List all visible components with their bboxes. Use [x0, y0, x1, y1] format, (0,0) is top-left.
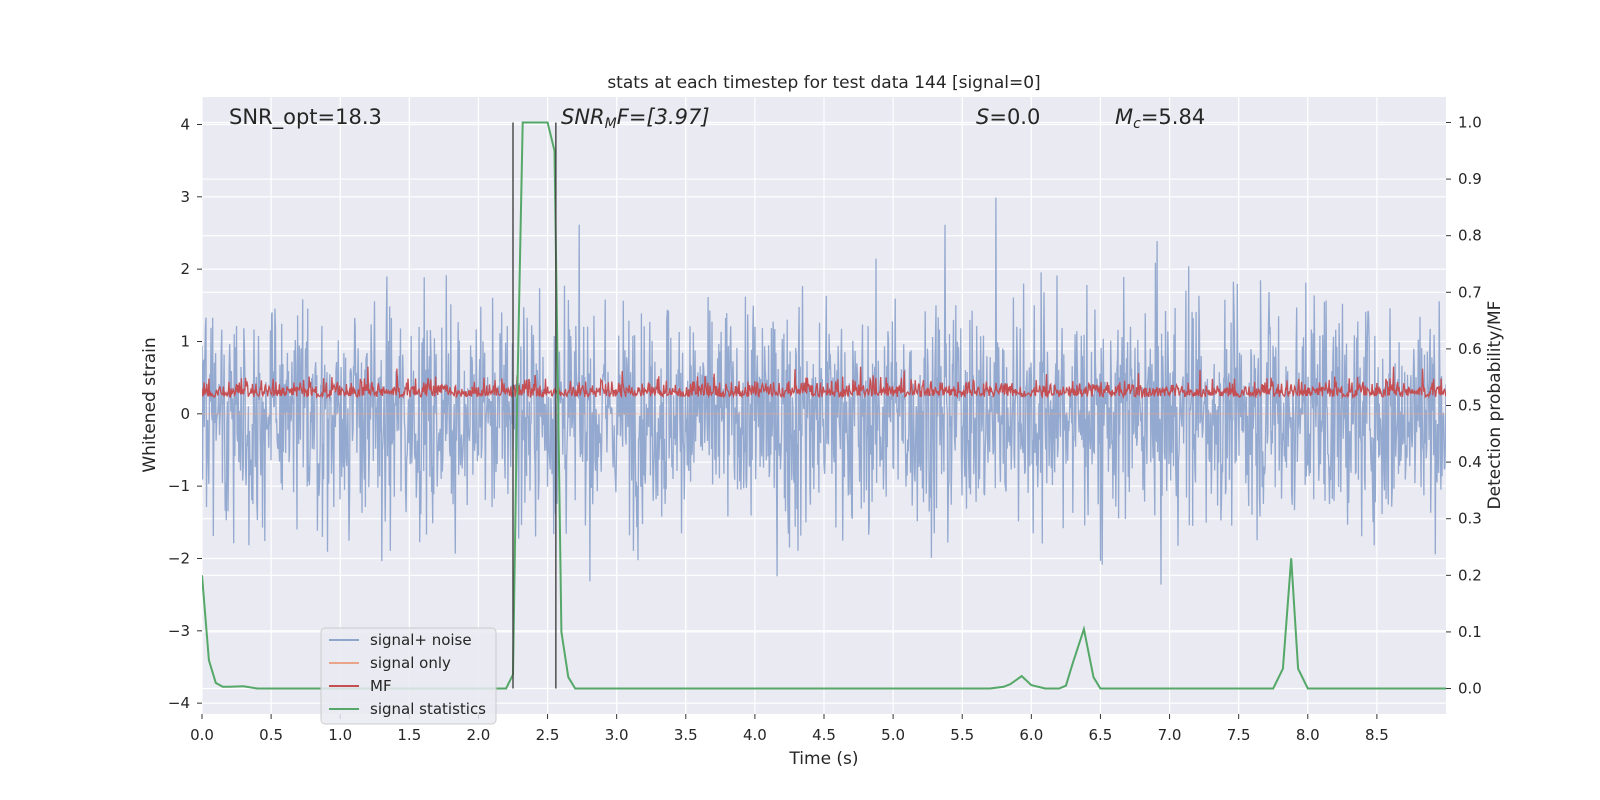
x-tick-label: 3.5 [674, 726, 698, 744]
x-tick-label: 7.0 [1158, 726, 1182, 744]
legend-label-signal-only: signal only [370, 654, 451, 672]
x-tick-label: 0.0 [190, 726, 214, 744]
y-right-tick-label: 0.1 [1458, 623, 1482, 641]
y-right-tick-label: 0.2 [1458, 566, 1482, 584]
y-left-tick-label: −3 [168, 622, 190, 640]
signal-statistics-line [202, 121, 1446, 690]
x-tick-label: 6.5 [1089, 726, 1113, 744]
x-tick-label: 8.5 [1365, 726, 1389, 744]
y-right-tick-label: 1.0 [1458, 113, 1482, 131]
x-tick-label: 3.0 [605, 726, 629, 744]
mc-sub: c [1133, 116, 1141, 132]
x-tick-label: 1.5 [397, 726, 421, 744]
series-mf [202, 366, 1446, 400]
y-left-tick-label: 0 [180, 405, 190, 423]
x-tick-label: 2.5 [536, 726, 560, 744]
window-markers [512, 122, 557, 689]
mf-line [202, 366, 1446, 400]
annotation-snr-mf: SNRMF=[3.97] [561, 105, 710, 132]
x-tick-label: 6.0 [1019, 726, 1043, 744]
x-tick-label: 8.0 [1296, 726, 1320, 744]
snr-mf-rest: F=[3.97] [617, 105, 710, 129]
x-tick-label: 1.0 [328, 726, 352, 744]
y-right-tick-label: 0.9 [1458, 170, 1482, 188]
annotation-s: S=0.0 [976, 105, 1040, 129]
y-right-tick-label: 0.0 [1458, 680, 1482, 698]
y-right-tick-label: 0.6 [1458, 340, 1482, 358]
mc-rest: =5.84 [1141, 105, 1205, 129]
x-tick-label: 5.5 [950, 726, 974, 744]
chart-title: stats at each timestep for test data 144… [607, 73, 1040, 93]
x-tick-label: 0.5 [259, 726, 283, 744]
y-left-tick-label: −2 [168, 549, 190, 567]
annotation-mc: Mc=5.84 [1115, 105, 1205, 132]
legend-label-signal-statistics: signal statistics [370, 700, 486, 718]
x-tick-label: 5.0 [881, 726, 905, 744]
y-right-tick-label: 0.5 [1458, 397, 1482, 415]
x-tick-label: 7.5 [1227, 726, 1251, 744]
snr-mf-base: SNR [561, 105, 605, 129]
right-axis-ticks: 1.0 0.9 0.8 0.7 0.6 0.5 0.4 0.3 0.2 0.1 0.0 [1446, 113, 1482, 698]
legend-label-mf: MF [370, 677, 392, 695]
s-rest: =0.0 [989, 105, 1040, 129]
left-axis-ticks: 4 3 2 1 0 −1 −2 −3 −4 [168, 115, 202, 712]
signal-noise-line [202, 197, 1446, 585]
y-left-tick-label: −4 [168, 694, 190, 712]
right-axis-label: Detection probability/MF [1485, 301, 1505, 510]
y-right-tick-label: 0.4 [1458, 453, 1482, 471]
y-right-tick-label: 0.3 [1458, 510, 1482, 528]
x-tick-label: 4.5 [812, 726, 836, 744]
left-axis-label: Whitened strain [140, 337, 160, 472]
y-left-tick-label: 4 [180, 115, 190, 133]
s-var: S [976, 105, 989, 129]
y-right-tick-label: 0.8 [1458, 227, 1482, 245]
y-left-tick-label: 3 [180, 188, 190, 206]
y-left-tick-label: 2 [180, 260, 190, 278]
grid [201, 97, 1446, 714]
plot-marks [202, 121, 1446, 690]
y-left-tick-label: 1 [180, 332, 190, 350]
x-axis-label: Time (s) [788, 749, 858, 769]
annotation-snr-opt: SNR_opt=18.3 [229, 105, 382, 130]
x-axis-ticks: 0.0 0.5 1.0 1.5 2.0 2.5 3.0 3.5 4.0 4.5 5.0 5.5 6.0 6… [190, 714, 1389, 744]
legend-label-signal-noise: signal+ noise [370, 631, 472, 649]
legend-box [320, 627, 497, 725]
mc-base: M [1115, 105, 1133, 129]
y-left-tick-label: −1 [168, 477, 190, 495]
x-tick-label: 2.0 [467, 726, 491, 744]
y-right-tick-label: 0.7 [1458, 283, 1482, 301]
legend: signal+ noise signal only MF signal stat… [320, 627, 497, 725]
x-tick-label: 4.0 [743, 726, 767, 744]
series-signal-noise [202, 197, 1446, 585]
snr-mf-sub: M [605, 116, 617, 132]
series-signal-statistics [202, 121, 1446, 690]
